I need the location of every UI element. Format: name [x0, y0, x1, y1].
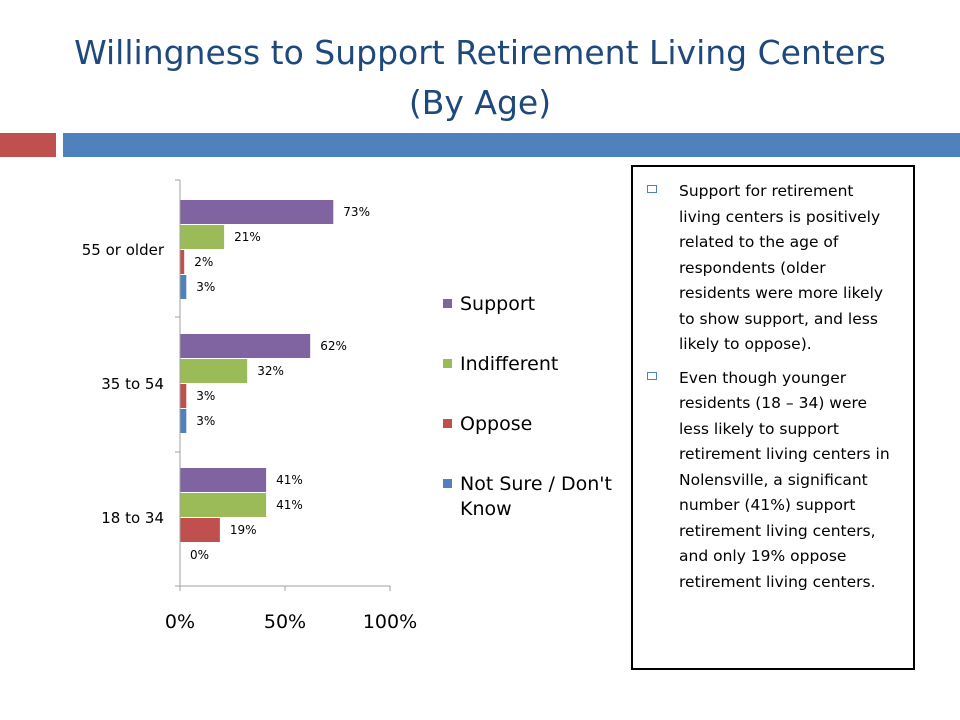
notes-textbox: Support for retirement living centers is… [631, 165, 915, 670]
bar-support [180, 468, 267, 492]
x-tick-label: 0% [165, 611, 195, 633]
bar-indifferent [180, 359, 248, 383]
bullet-item: Support for retirement living centers is… [647, 179, 899, 358]
data-label: 3% [196, 414, 215, 428]
category-label: 18 to 34 [101, 509, 164, 527]
slide-title: Willingness to Support Retirement Living… [40, 28, 920, 128]
legend-swatch [443, 479, 452, 488]
data-label: 41% [276, 498, 303, 512]
bar-indifferent [180, 493, 267, 517]
title-line-2: (By Age) [408, 83, 552, 122]
legend-swatch [443, 359, 452, 368]
data-label: 32% [257, 364, 284, 378]
data-label: 3% [196, 389, 215, 403]
legend-label: Indifferent [460, 353, 558, 375]
bar-support [180, 200, 334, 224]
legend-label: Oppose [460, 413, 532, 435]
accent-bar-red [0, 133, 56, 157]
bar-not-sure-don-t-know [180, 275, 187, 299]
bar-support [180, 334, 311, 358]
accent-bar-blue [63, 133, 960, 157]
title-line-1: Willingness to Support Retirement Living… [74, 33, 886, 72]
bar-not-sure-don-t-know [180, 409, 187, 433]
bar-indifferent [180, 225, 225, 249]
category-label: 35 to 54 [101, 375, 164, 393]
legend-swatch [443, 419, 452, 428]
legend-label: Support [460, 293, 535, 315]
bar-oppose [180, 250, 185, 274]
x-tick-label: 100% [363, 611, 417, 633]
data-label: 2% [194, 255, 213, 269]
data-label: 73% [343, 205, 370, 219]
bar-oppose [180, 384, 187, 408]
square-bullet-icon [647, 185, 657, 193]
data-label: 62% [320, 339, 347, 353]
bar-oppose [180, 518, 220, 542]
category-label: 55 or older [82, 241, 165, 259]
legend-swatch [443, 299, 452, 308]
data-label: 0% [190, 548, 209, 562]
data-label: 3% [196, 280, 215, 294]
square-bullet-icon [647, 371, 657, 380]
bullet-text: Support for retirement living centers is… [679, 182, 884, 353]
bullet-item: Even though younger residents (18 – 34) … [647, 366, 899, 596]
legend-label: Not Sure / Don't Know [460, 473, 612, 520]
bar-chart: 73% 21% 2% 3% 55 or older 62% 32% 3% 3% 35 to 54 4… [82, 179, 612, 633]
data-label: 41% [276, 473, 303, 487]
data-label: 19% [230, 523, 257, 537]
x-tick-label: 50% [264, 611, 306, 633]
bullet-text: Even though younger residents (18 – 34) … [679, 368, 890, 591]
data-label: 21% [234, 230, 261, 244]
